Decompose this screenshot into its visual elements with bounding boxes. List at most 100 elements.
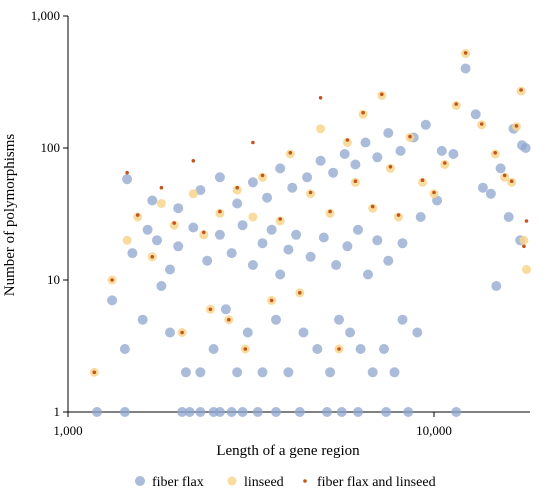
scatter-point [412, 327, 423, 338]
scatter-point [436, 145, 447, 156]
scatter-point [214, 229, 225, 240]
scatter-point [195, 407, 206, 417]
scatter-point [463, 51, 468, 55]
scatter-point [337, 347, 341, 351]
scatter-point [495, 163, 506, 174]
scatter-point [302, 172, 313, 183]
legend-marker [227, 476, 237, 486]
scatter-point [420, 178, 425, 182]
scatter-point [232, 185, 242, 195]
scatter-point [334, 314, 344, 325]
series-1 [89, 49, 531, 377]
scatter-point [191, 159, 196, 163]
scatter-point [235, 185, 239, 190]
scatter-point [353, 407, 363, 417]
scatter-point [288, 151, 293, 155]
y-tick-label: 1,000 [31, 8, 60, 23]
scatter-point [345, 138, 350, 142]
scatter-point [517, 140, 527, 151]
scatter-point [519, 88, 523, 92]
scatter-point [107, 295, 118, 306]
scatter-point [135, 213, 140, 217]
scatter-point [477, 182, 488, 193]
scatter-point [262, 192, 273, 203]
x-ticks: 1,000 10,000 [53, 412, 452, 438]
scatter-point [92, 370, 97, 375]
y-tick-label: 1 [54, 404, 61, 419]
scatter-point [443, 161, 447, 165]
scatter-point [92, 407, 102, 417]
legend-marker [135, 476, 145, 486]
scatter-point [328, 209, 332, 214]
scatter-point [195, 185, 206, 196]
scatter-point [271, 407, 281, 417]
scatter-point [226, 248, 237, 259]
scatter-point [287, 182, 298, 193]
scatter-point [173, 241, 184, 252]
scatter-point [199, 230, 209, 240]
scatter-point [184, 407, 195, 417]
y-tick-label: 100 [41, 140, 61, 155]
scatter-point [418, 177, 427, 187]
scatter-point [395, 145, 406, 156]
data-points [89, 49, 531, 417]
scatter-point [342, 241, 353, 252]
scatter-point [291, 229, 302, 240]
scatter-point [232, 198, 243, 209]
scatter-point [451, 407, 462, 417]
scatter-point [397, 314, 408, 325]
scatter-point [372, 152, 383, 163]
scatter-point [247, 260, 258, 270]
legend: fiber flax linseed fiber flax and linseed [135, 475, 436, 490]
scatter-point [127, 248, 138, 259]
scatter-point [202, 255, 213, 266]
legend-marker [303, 479, 307, 483]
scatter-point [415, 212, 426, 222]
scatter-point [493, 151, 498, 155]
scatter-point [188, 222, 199, 233]
scatter-point [331, 260, 342, 270]
scatter-point [122, 174, 133, 185]
scatter-point [214, 172, 225, 183]
scatter-point [218, 209, 222, 214]
scatter-point [345, 327, 356, 338]
scatter-point [408, 134, 412, 139]
series-2 [92, 51, 529, 375]
scatter-point [470, 109, 481, 120]
scatter-point [460, 63, 471, 74]
scatter-point [283, 367, 294, 378]
scatter-point [394, 212, 403, 222]
scatter-point [318, 232, 329, 243]
scatter-point [502, 173, 507, 178]
scatter-point [257, 238, 268, 249]
scatter-point [312, 344, 323, 354]
x-axis-title: Length of a gene region [216, 443, 360, 459]
scatter-point [370, 204, 375, 209]
scatter-point [420, 119, 431, 130]
scatter-point [159, 185, 164, 190]
scatter-point [208, 344, 219, 354]
scatter-point [152, 235, 162, 246]
scatter-point [360, 137, 371, 148]
scatter-point [328, 167, 339, 178]
scatter-point [237, 407, 248, 417]
scatter-point [173, 203, 184, 214]
scatter-point [150, 254, 155, 259]
scatter-point [258, 172, 267, 182]
y-tick-label: 10 [47, 272, 60, 287]
scatter-point [454, 102, 459, 106]
x-tick-label: 1,000 [53, 423, 82, 438]
scatter-point [180, 367, 191, 378]
scatter-point [305, 251, 316, 262]
scatter-point [122, 235, 132, 245]
scatter-point [389, 367, 400, 378]
y-ticks: 1 10 100 1,000 [31, 8, 68, 419]
scatter-point [247, 177, 258, 188]
scatter-point [147, 195, 158, 206]
scatter-point [397, 238, 408, 249]
scatter-point [283, 244, 294, 255]
scatter-point [383, 128, 394, 138]
scatter-point [353, 179, 358, 183]
scatter-point [243, 347, 248, 351]
